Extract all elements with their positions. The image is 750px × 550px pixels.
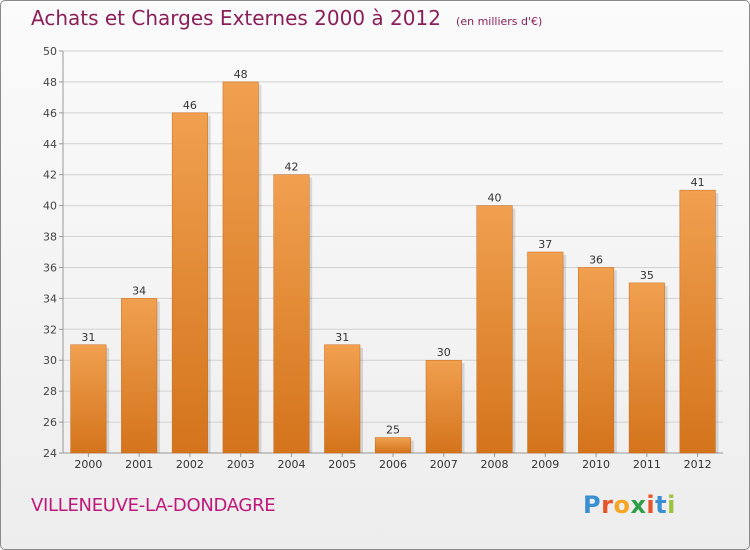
bar	[222, 81, 259, 454]
y-tick-label: 36	[43, 261, 57, 274]
bar	[527, 251, 564, 454]
brand-letter: r	[601, 491, 614, 519]
x-tick-label: 2000	[74, 458, 102, 471]
x-tick-label: 2011	[633, 458, 661, 471]
x-tick-label: 2007	[430, 458, 458, 471]
y-tick-label: 44	[43, 138, 57, 151]
bar	[324, 344, 361, 454]
brand-letter: i	[646, 491, 656, 519]
data-label: 48	[234, 68, 248, 81]
chart-subtitle: (en milliers d'€)	[456, 15, 543, 28]
y-tick-label: 24	[43, 447, 57, 460]
y-tick-label: 30	[43, 354, 57, 367]
bar	[628, 282, 665, 454]
y-tick-label: 46	[43, 107, 57, 120]
bar	[374, 437, 412, 454]
brand-letter: o	[613, 491, 631, 519]
data-label: 40	[488, 192, 502, 205]
data-label: 31	[81, 331, 95, 344]
data-label: 34	[132, 284, 146, 297]
y-tick-label: 40	[43, 200, 57, 213]
y-tick-label: 28	[43, 385, 57, 398]
y-tick-label: 50	[43, 45, 57, 58]
x-tick-label: 2003	[227, 458, 255, 471]
bar	[121, 298, 158, 454]
brand-letter: i	[667, 491, 676, 519]
bar	[70, 344, 107, 454]
data-label: 42	[284, 161, 298, 174]
data-label: 31	[335, 331, 349, 344]
y-tick-label: 26	[43, 416, 57, 429]
brand-letter: P	[583, 491, 602, 519]
data-label: 36	[589, 253, 603, 266]
x-tick-label: 2004	[277, 458, 305, 471]
bars	[70, 81, 719, 454]
data-label: 41	[691, 176, 705, 189]
data-label: 37	[538, 238, 552, 251]
x-tick-label: 2006	[379, 458, 407, 471]
y-tick-label: 48	[43, 76, 57, 89]
x-tick-label: 2005	[328, 458, 356, 471]
bar	[273, 174, 310, 454]
data-label: 46	[183, 99, 197, 112]
data-label: 30	[437, 346, 451, 359]
data-label: 25	[386, 424, 400, 437]
labels: 31 2000 34 2001 46 2002 48 2003 42 2004 31 2005 25 20…	[74, 68, 711, 471]
place-name: VILLENEUVE-LA-DONDAGRE	[31, 495, 276, 516]
y-tick-label: 42	[43, 169, 57, 182]
bar	[171, 112, 208, 454]
y-tick-label: 32	[43, 323, 57, 336]
brand-logo: Proxiti	[583, 491, 676, 519]
x-tick-label: 2002	[176, 458, 204, 471]
brand-letter: t	[655, 491, 668, 519]
bar	[425, 359, 462, 454]
x-tick-label: 2010	[582, 458, 610, 471]
bar	[578, 267, 615, 454]
data-label: 35	[640, 269, 654, 282]
bar	[679, 189, 716, 454]
x-tick-label: 2001	[125, 458, 153, 471]
x-tick-label: 2012	[684, 458, 712, 471]
y-tick-label: 34	[43, 292, 57, 305]
x-tick-label: 2009	[531, 458, 559, 471]
y-tick-label: 38	[43, 231, 57, 244]
grid-lines	[63, 50, 723, 454]
title-row: Achats et Charges Externes 2000 à 2012 (…	[31, 6, 542, 30]
brand-letter: x	[630, 491, 647, 519]
bar	[476, 205, 513, 454]
x-tick-label: 2008	[481, 458, 509, 471]
chart-title: Achats et Charges Externes 2000 à 2012	[31, 6, 441, 30]
